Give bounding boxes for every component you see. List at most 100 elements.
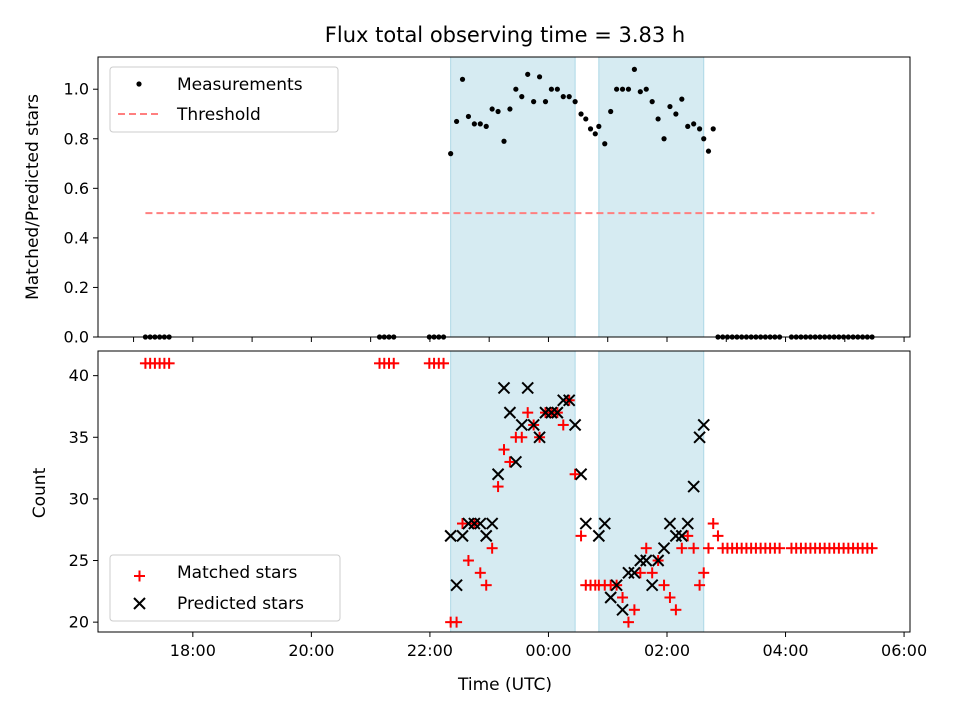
legend-threshold-label: Threshold — [176, 105, 261, 125]
legend-measurements-label: Measurements — [177, 75, 303, 95]
predicted-star-point — [697, 418, 710, 432]
top-y-tick-label: 0.6 — [64, 179, 89, 198]
predicted-star-point — [663, 517, 677, 530]
measurement-point — [531, 99, 537, 105]
top-legend-box — [109, 66, 339, 133]
predicted-star-point — [474, 517, 487, 530]
measurement-point — [489, 106, 495, 112]
measurement-point — [495, 108, 501, 115]
measurement-point — [572, 99, 578, 105]
matched-star-point — [486, 542, 498, 554]
measurement-point — [679, 96, 685, 102]
bottom-x-tick-label: 00:00 — [525, 641, 571, 660]
predicted-star-point — [562, 394, 576, 407]
bottom-x-tick-label: 02:00 — [644, 641, 690, 660]
predicted-star-point — [497, 381, 511, 395]
measurement-point — [705, 148, 712, 154]
predicted-star-point — [640, 554, 653, 567]
matched-star-point — [522, 407, 534, 419]
matched-star-point — [670, 604, 682, 616]
legend-matched-label: Matched stars — [177, 563, 297, 583]
matched-star-point — [702, 542, 714, 554]
top-y-tick-label: 1.0 — [64, 80, 89, 99]
measurement-point — [465, 113, 472, 120]
measurement-point — [673, 111, 679, 117]
predicted-star-point — [533, 431, 546, 444]
predicted-star-point — [485, 517, 499, 530]
matched-star-point — [557, 419, 569, 431]
matched-star-point — [658, 579, 670, 591]
measurement-point — [513, 86, 519, 92]
predicted-star-point — [610, 578, 623, 592]
bottom-y-tick-label: 30 — [69, 489, 89, 508]
measurement-point — [649, 99, 655, 105]
matched-star-point — [462, 555, 474, 567]
matched-star-point — [617, 591, 629, 603]
bottom-y-tick-label: 40 — [69, 366, 89, 385]
matched-star-point — [451, 616, 463, 628]
top-y-tick-label: 0.8 — [64, 129, 89, 148]
predicted-star-point — [456, 529, 469, 543]
measurement-point — [587, 126, 594, 132]
matched-star-point — [504, 456, 516, 468]
predicted-star-point — [579, 517, 592, 530]
bottom-x-axis: 18:00 20:00 22:00 00:00 02:00 04:00 06:00 — [170, 632, 927, 660]
measurement-point — [483, 123, 489, 129]
measurement-point — [566, 94, 572, 100]
bottom-x-tick-label: 18:00 — [170, 641, 216, 660]
predicted-star-point — [491, 468, 505, 481]
measurement-point — [548, 86, 555, 92]
predicted-star-point — [480, 529, 493, 543]
matched-star-point — [694, 579, 706, 591]
measurement-point — [667, 103, 673, 110]
bottom-y-tick-label: 20 — [69, 613, 89, 632]
predicted-star-point — [645, 578, 659, 592]
predicted-star-point — [657, 541, 671, 555]
predicted-star-point — [515, 418, 528, 432]
measurement-point — [625, 86, 632, 92]
top-y-axis: 0.0 0.2 0.4 0.6 0.8 1.0 — [64, 80, 98, 347]
measurement-point — [560, 94, 566, 100]
measurement-point — [643, 86, 649, 92]
bottom-matched-points — [139, 357, 878, 628]
measurement-point — [619, 86, 626, 92]
predicted-star-point — [693, 431, 706, 444]
bottom-legend-box — [109, 554, 341, 622]
predicted-star-point — [681, 517, 694, 530]
bottom-y-axis-label: Count — [30, 467, 50, 518]
matched-star-point — [698, 567, 710, 579]
measurement-point — [655, 116, 661, 122]
measurement-point — [477, 121, 483, 127]
bottom-x-tick-label: 04:00 — [762, 641, 808, 660]
measurement-point — [453, 118, 460, 125]
top-y-tick-label: 0.0 — [64, 328, 89, 347]
matched-star-point — [676, 542, 688, 554]
x-axis-label: Time (UTC) — [457, 675, 552, 695]
predicted-star-point — [592, 529, 606, 543]
bottom-x-tick-label: 06:00 — [881, 641, 927, 660]
bottom-predicted-points — [444, 381, 710, 617]
top-y-axis-label: Matched/Predicted stars — [23, 94, 43, 300]
measurement-point — [608, 108, 614, 115]
bottom-plot-frame — [97, 350, 911, 633]
predicted-star-point — [651, 554, 665, 567]
bottom-y-tick-label: 25 — [69, 551, 89, 570]
measurement-point — [596, 123, 602, 129]
top-y-tick-label: 0.4 — [64, 228, 89, 247]
matched-star-point — [474, 567, 486, 579]
measurement-point — [542, 99, 549, 105]
matched-star-point — [569, 468, 581, 480]
matched-star-point — [438, 357, 450, 369]
measurement-point — [507, 106, 513, 112]
measurement-point — [614, 86, 620, 92]
measurement-point — [701, 136, 707, 142]
predicted-star-point — [616, 603, 629, 617]
measurement-point — [696, 126, 703, 132]
top-legend: Measurements Threshold — [109, 66, 339, 133]
top-shaded-interval — [598, 56, 705, 338]
predicted-star-point — [503, 406, 517, 419]
measurement-point — [519, 94, 525, 100]
predicted-star-point — [568, 418, 582, 432]
measurement-point — [602, 141, 608, 147]
